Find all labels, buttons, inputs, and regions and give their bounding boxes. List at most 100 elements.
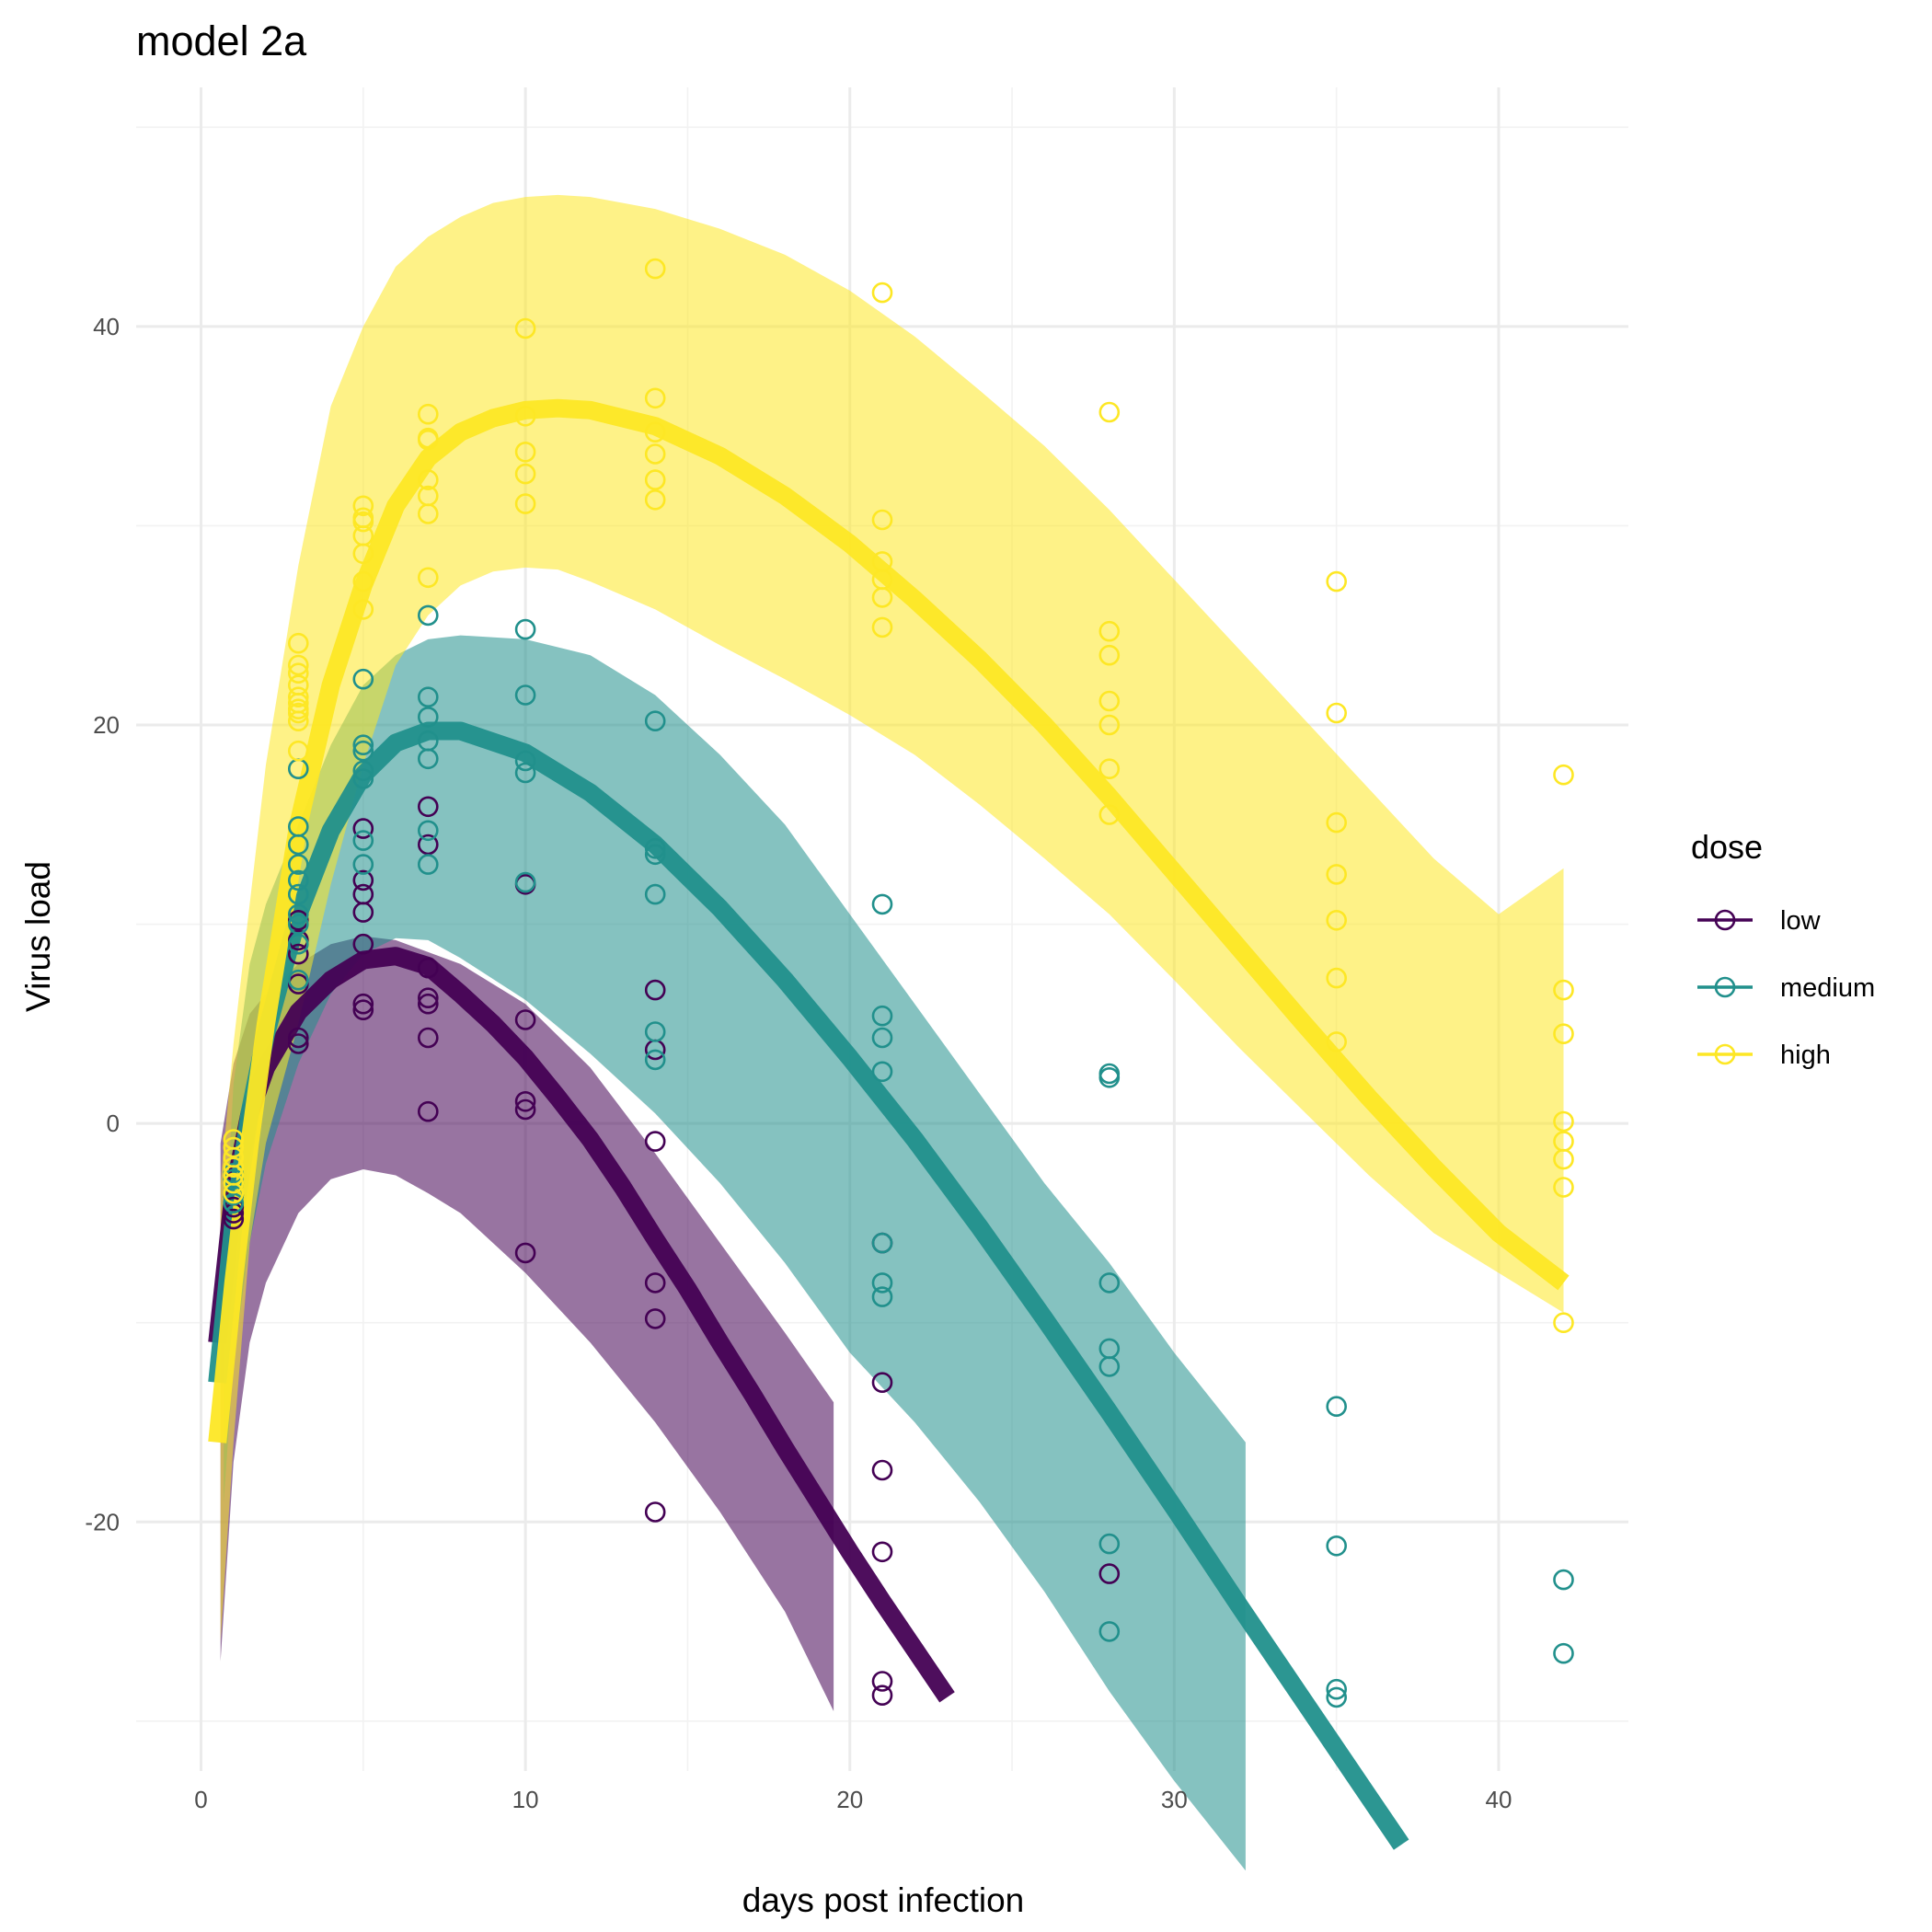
data-point-high (1553, 1023, 1574, 1044)
data-point-low (417, 957, 439, 979)
data-point-medium (871, 1027, 893, 1049)
data-point-medium (287, 816, 309, 837)
data-point-low (871, 1685, 893, 1706)
data-point-medium (871, 1232, 893, 1254)
data-point-high (223, 1156, 245, 1179)
data-point-low (514, 1091, 536, 1112)
x-tick-label: 0 (194, 1786, 207, 1813)
data-point-high (514, 493, 536, 514)
data-point-high (287, 686, 309, 708)
data-point-medium (1553, 1642, 1574, 1664)
data-point-high (1553, 1131, 1574, 1152)
data-point-high (223, 1129, 245, 1150)
legend-key-point-high (1714, 1043, 1736, 1065)
data-point-low (352, 993, 374, 1015)
data-point-high (287, 632, 309, 654)
data-point-high (644, 469, 666, 490)
data-point-low (417, 993, 439, 1015)
data-point-high (871, 282, 893, 304)
data-point-medium (352, 668, 374, 690)
data-point-high (644, 421, 666, 443)
data-point-medium (417, 686, 439, 708)
fit-line-low (208, 947, 955, 1703)
data-point-low (287, 943, 309, 965)
data-point-high (352, 599, 374, 620)
data-point-low (644, 979, 666, 1001)
data-point-medium (1098, 1338, 1121, 1360)
data-point-medium (1326, 1396, 1347, 1417)
ribbon-medium (224, 635, 1246, 1871)
data-point-medium (1098, 1063, 1121, 1085)
observed-points (223, 258, 1574, 1708)
data-point-medium (871, 893, 893, 915)
y-tick-label: 0 (107, 1110, 120, 1137)
legend-title: dose (1691, 828, 1763, 866)
data-point-low (287, 1027, 309, 1049)
x-axis-title: days post infection (742, 1881, 1024, 1919)
data-point-low (287, 1033, 309, 1054)
y-tick-label: 40 (93, 313, 120, 340)
y-tick-label: 20 (93, 711, 120, 739)
data-point-high (1326, 864, 1347, 885)
data-point-medium (1553, 1569, 1574, 1591)
data-point-low (1098, 1563, 1121, 1584)
data-point-low (871, 1372, 893, 1393)
confidence-ribbons (220, 194, 1564, 1871)
data-point-high (1553, 979, 1574, 1001)
data-point-medium (223, 1192, 245, 1214)
data-point-high (1553, 1110, 1574, 1133)
data-point-medium (514, 618, 536, 640)
data-point-medium (1326, 1535, 1347, 1557)
data-point-low (514, 1098, 536, 1121)
data-point-high (1553, 1312, 1574, 1333)
data-point-low (417, 987, 439, 1008)
data-point-medium (514, 762, 536, 784)
data-point-medium (417, 707, 439, 728)
data-point-medium (352, 768, 374, 789)
data-point-low (644, 1272, 666, 1294)
data-point-high (1326, 702, 1347, 724)
data-point-high (287, 702, 309, 724)
data-point-medium (287, 933, 309, 955)
legend-key-point-low (1714, 909, 1736, 931)
data-point-high (1326, 1031, 1347, 1052)
x-tick-label: 10 (512, 1786, 539, 1813)
data-point-medium (871, 1061, 893, 1083)
y-axis-tick-labels: -20 0 20 40 (85, 313, 120, 1535)
data-point-high (514, 463, 536, 485)
data-point-medium (352, 854, 374, 875)
data-point-medium (287, 914, 309, 935)
legend-label-low: low (1780, 906, 1822, 936)
data-point-medium (287, 969, 309, 991)
data-point-high (287, 740, 309, 762)
data-point-high (417, 485, 439, 507)
data-point-medium (417, 854, 439, 875)
legend: dose low medium high (1691, 828, 1875, 1070)
data-point-medium (1098, 1621, 1121, 1642)
data-point-medium (871, 1272, 893, 1294)
data-point-low (352, 883, 374, 905)
data-point-high (1326, 570, 1347, 592)
data-point-high (644, 258, 666, 280)
data-point-high (223, 1136, 245, 1158)
data-point-high (1098, 644, 1121, 666)
data-point-medium (644, 844, 666, 866)
data-point-high (644, 387, 666, 409)
data-point-high (644, 443, 666, 465)
data-point-high (871, 616, 893, 638)
data-point-medium (287, 854, 309, 875)
data-point-low (644, 1501, 666, 1523)
data-point-medium (644, 1021, 666, 1042)
data-point-high (1098, 690, 1121, 712)
data-point-medium (352, 740, 374, 762)
data-point-high (417, 429, 439, 451)
data-point-low (352, 933, 374, 955)
data-point-medium (514, 684, 536, 706)
data-point-high (1553, 1177, 1574, 1198)
data-point-high (417, 403, 439, 425)
data-point-medium (287, 869, 309, 891)
data-point-low (417, 834, 439, 856)
data-point-high (352, 570, 374, 592)
data-point-high (514, 441, 536, 463)
